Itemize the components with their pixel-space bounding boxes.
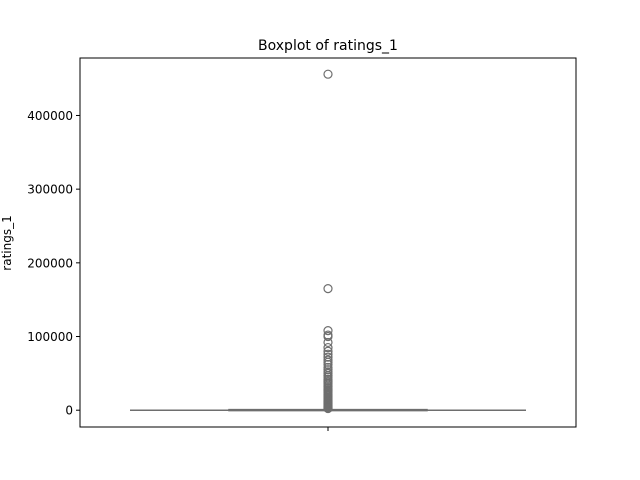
y-axis-label: ratings_1: [0, 215, 14, 270]
outlier-point: [323, 69, 333, 79]
y-tick-label: 100000: [27, 330, 73, 344]
y-tick-label: 0: [65, 404, 73, 418]
y-tick-label: 300000: [27, 183, 73, 197]
outlier-point: [323, 342, 333, 353]
axes-frame: [79, 57, 577, 428]
y-tick-label: 200000: [27, 256, 73, 270]
outlier-point: [323, 326, 333, 336]
y-axis-ticks: 0 100000 200000 300000 400000: [27, 109, 80, 418]
chart-title: Boxplot of ratings_1: [258, 38, 398, 54]
outlier-point: [323, 346, 333, 356]
outlier-point: [323, 337, 333, 348]
outlier-point: [323, 284, 333, 294]
outlier-point: [323, 403, 333, 414]
y-tick-label: 400000: [27, 109, 73, 123]
outlier-point: [323, 352, 333, 362]
outlier-point: [323, 359, 333, 370]
plot-area: [130, 69, 526, 414]
outlier-point: [323, 331, 333, 342]
